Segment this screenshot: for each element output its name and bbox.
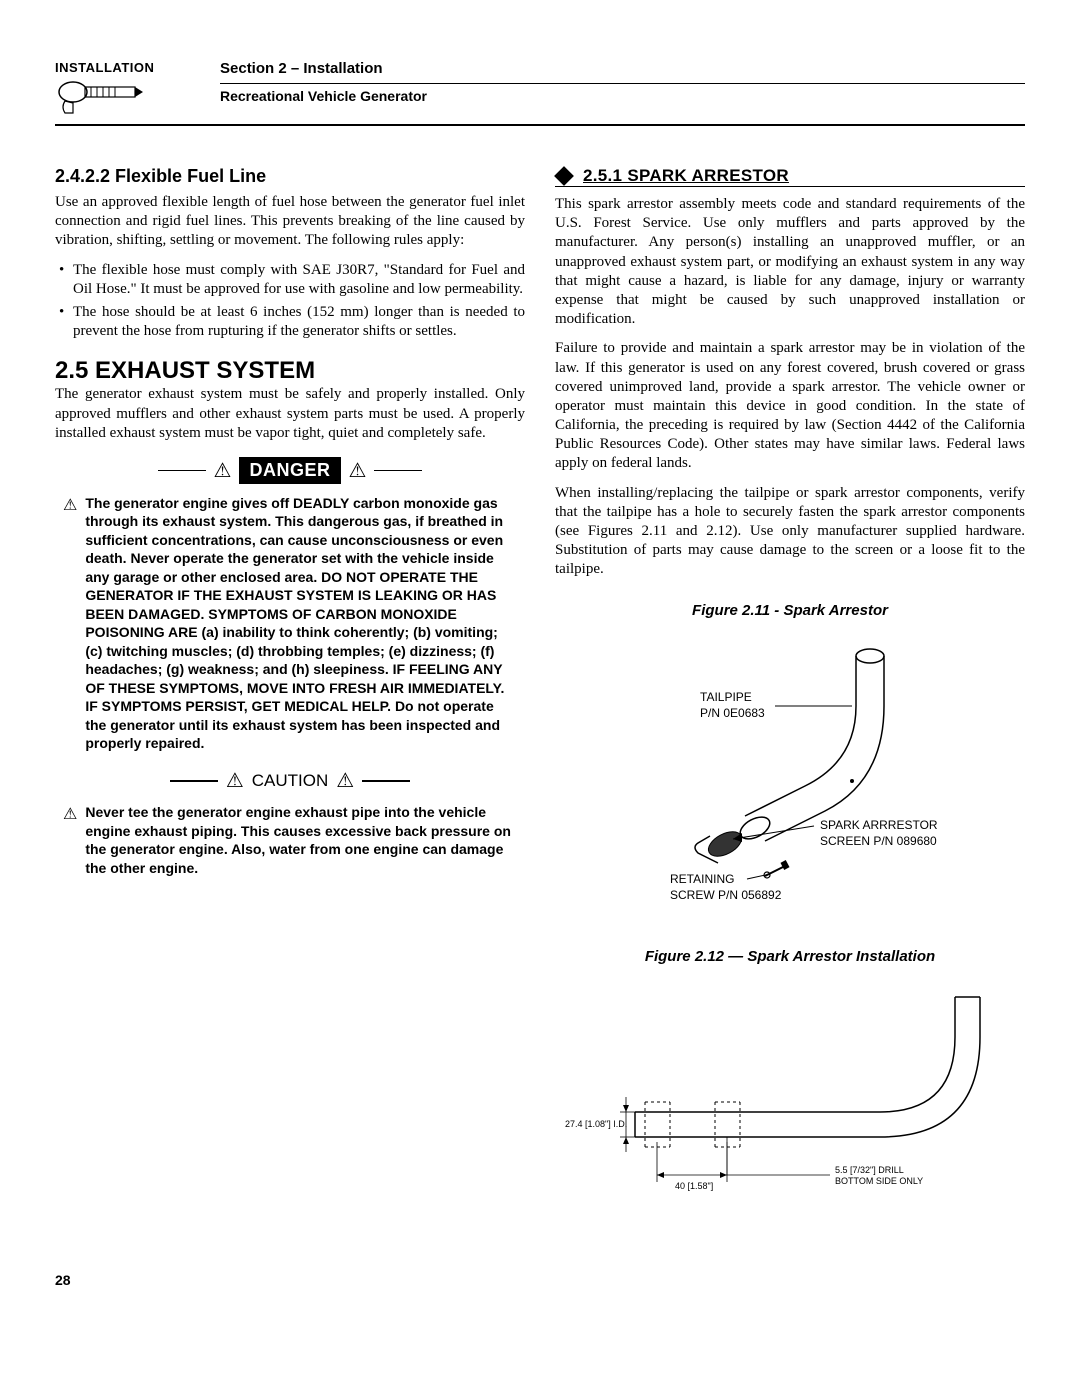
fig-label: SCREW P/N 056892: [670, 888, 782, 902]
installation-icon: [55, 77, 220, 122]
warning-triangle-icon: ⚠: [63, 803, 77, 877]
bullet-list-2422: The flexible hose must comply with SAE J…: [55, 261, 525, 342]
danger-text-block: ⚠ The generator engine gives off DEADLY …: [55, 494, 525, 753]
paragraph-251a: This spark arrestor assembly meets code …: [555, 195, 1025, 329]
left-column: 2.4.2.2 Flexible Fuel Line Use an approv…: [55, 166, 525, 1212]
diamond-icon: [554, 166, 574, 186]
danger-badge: DANGER: [239, 457, 340, 484]
heading-2422: 2.4.2.2 Flexible Fuel Line: [55, 166, 525, 187]
bullet-item: The flexible hose must comply with SAE J…: [55, 261, 525, 299]
figure-211: TAILPIPE P/N 0E0683 SPARK ARRRESTOR SCRE…: [555, 631, 1025, 926]
heading-25: 2.5 EXHAUST SYSTEM: [55, 357, 525, 385]
fig-label: TAILPIPE: [700, 690, 752, 704]
warning-triangle-icon: ⚠: [226, 768, 244, 793]
divider-line: [158, 470, 206, 472]
divider-line: [374, 470, 422, 472]
section-title: Section 2 – Installation: [220, 60, 1025, 77]
right-column: 2.5.1 SPARK ARRESTOR This spark arrestor…: [555, 166, 1025, 1212]
fig-label: SCREEN P/N 089680: [820, 834, 937, 848]
danger-banner: ⚠ DANGER ⚠: [55, 457, 525, 484]
paragraph-251c: When installing/replacing the tailpipe o…: [555, 484, 1025, 580]
page-number: 28: [55, 1272, 1025, 1288]
warning-triangle-icon: ⚠: [214, 458, 232, 483]
paragraph-25: The generator exhaust system must be saf…: [55, 385, 525, 443]
danger-text: The generator engine gives off DEADLY ca…: [85, 494, 517, 753]
fig-label: RETAINING: [670, 872, 734, 886]
paragraph-251b: Failure to provide and maintain a spark …: [555, 339, 1025, 473]
divider-line: [362, 780, 410, 782]
caution-label: CAUTION: [252, 771, 329, 791]
caution-text: Never tee the generator engine exhaust p…: [85, 803, 517, 877]
content-columns: 2.4.2.2 Flexible Fuel Line Use an approv…: [55, 166, 1025, 1212]
warning-triangle-icon: ⚠: [336, 768, 354, 793]
warning-triangle-icon: ⚠: [349, 458, 367, 483]
heading-251: 2.5.1 SPARK ARRESTOR: [583, 166, 789, 186]
caution-text-block: ⚠ Never tee the generator engine exhaust…: [55, 803, 525, 877]
bullet-item: The hose should be at least 6 inches (15…: [55, 303, 525, 341]
warning-triangle-icon: ⚠: [63, 494, 77, 753]
figure-211-caption: Figure 2.11 - Spark Arrestor: [555, 602, 1025, 619]
fig-dim: 40 [1.58"]: [675, 1181, 713, 1191]
header-label-block: INSTALLATION: [55, 60, 220, 122]
caution-banner: ⚠ CAUTION ⚠: [55, 768, 525, 793]
fig-drill: BOTTOM SIDE ONLY: [835, 1176, 923, 1186]
header-titles: Section 2 – Installation Recreational Ve…: [220, 60, 1025, 104]
fig-dim: 27.4 [1.08"] I.D.: [565, 1119, 627, 1129]
fig-label: SPARK ARRRESTOR: [820, 818, 938, 832]
paragraph-2422: Use an approved flexible length of fuel …: [55, 193, 525, 251]
product-subtitle: Recreational Vehicle Generator: [220, 83, 1025, 104]
heading-251-row: 2.5.1 SPARK ARRESTOR: [555, 166, 1025, 187]
divider-line: [170, 780, 218, 782]
figure-212-caption: Figure 2.12 — Spark Arrestor Installatio…: [555, 948, 1025, 965]
page-header: INSTALLATION Section 2 – Installation Re…: [55, 60, 1025, 126]
fig-label: P/N 0E0683: [700, 706, 765, 720]
figure-212: 27.4 [1.08"] I.D. 40 [1.58"] 5.5 [7/32"]…: [555, 977, 1025, 1212]
fig-drill: 5.5 [7/32"] DRILL: [835, 1165, 904, 1175]
installation-label: INSTALLATION: [55, 60, 220, 75]
